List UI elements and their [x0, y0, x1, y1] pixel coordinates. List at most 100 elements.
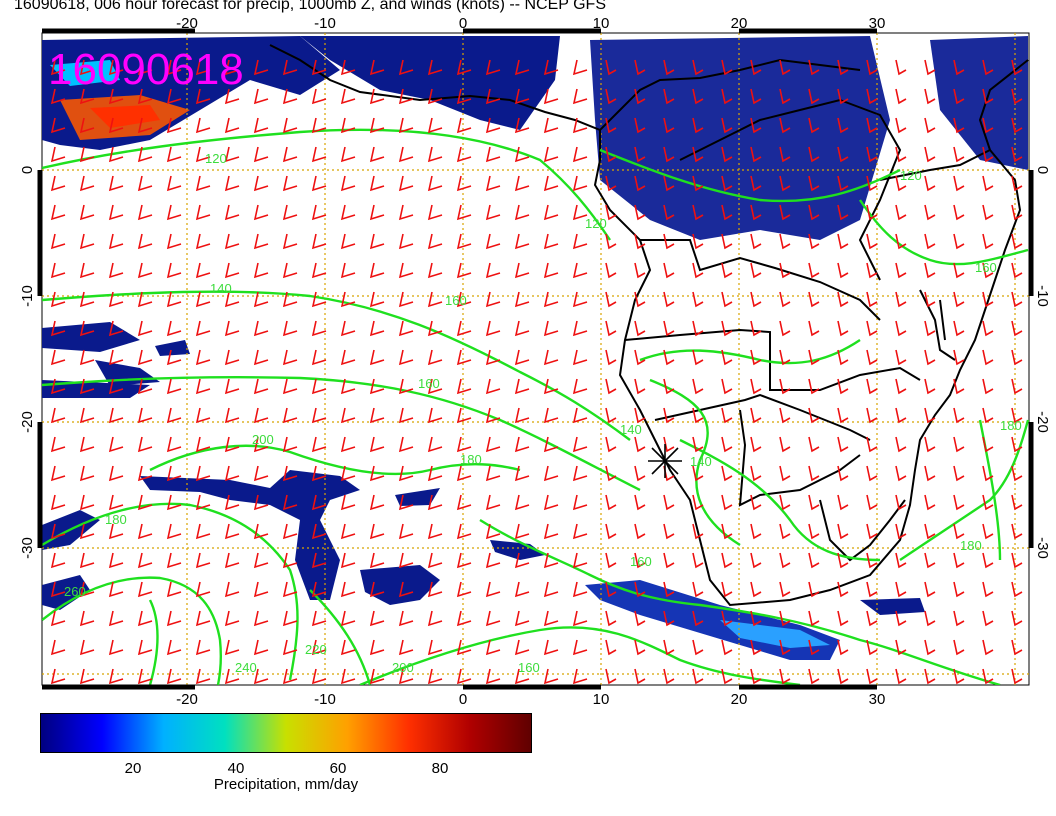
wind-barb	[427, 175, 443, 192]
wind-barb	[866, 88, 878, 105]
wind-barb	[427, 117, 443, 134]
wind-barb	[837, 117, 849, 134]
wind-barb	[605, 146, 617, 163]
wind-barb	[572, 320, 588, 337]
wind-barb	[808, 175, 820, 192]
wind-barb	[79, 175, 95, 192]
wind-barb	[195, 407, 211, 424]
wind-barb	[634, 465, 646, 482]
wind-barb	[1011, 204, 1023, 221]
wind-barb	[634, 668, 646, 685]
wind-barb	[50, 668, 66, 685]
wind-barb	[895, 262, 907, 279]
wind-barb	[253, 465, 269, 482]
wind-barb	[866, 494, 878, 511]
wind-barb	[543, 494, 559, 511]
contour-label: 240	[235, 660, 257, 675]
wind-barb	[398, 407, 414, 424]
colorbar-gradient	[40, 713, 532, 753]
wind-barb	[253, 552, 269, 569]
wind-barb	[340, 436, 356, 453]
wind-barb	[750, 436, 762, 453]
wind-barb	[572, 610, 588, 627]
wind-barb	[456, 523, 472, 540]
wind-barb	[572, 117, 588, 134]
contour-label: 180	[960, 538, 982, 553]
wind-barb	[924, 204, 936, 221]
wind-barb	[895, 436, 907, 453]
wind-barb	[108, 204, 124, 221]
wind-barb	[514, 175, 530, 192]
wind-barb	[224, 668, 240, 685]
wind-barb	[924, 465, 936, 482]
wind-barb	[253, 88, 269, 105]
wind-barb	[514, 146, 530, 163]
wind-barb	[137, 291, 153, 308]
wind-barb	[456, 233, 472, 250]
wind-barb	[895, 291, 907, 308]
wind-barb	[750, 175, 762, 192]
wind-barb	[692, 59, 704, 76]
wind-barb	[195, 233, 211, 250]
wind-barb	[195, 59, 211, 76]
wind-barb	[924, 349, 936, 366]
wind-barb	[953, 639, 965, 656]
wind-barb	[953, 204, 965, 221]
wind-barb	[456, 668, 472, 685]
wind-barb	[514, 581, 530, 598]
wind-barb	[427, 494, 443, 511]
wind-barb	[953, 581, 965, 598]
lat-tick-left: 0	[19, 166, 36, 174]
wind-barb	[982, 320, 994, 337]
wind-barb	[982, 117, 994, 134]
wind-barb	[953, 146, 965, 163]
wind-barb	[137, 117, 153, 134]
wind-barb	[50, 639, 66, 656]
wind-barb	[340, 465, 356, 482]
wind-barb	[137, 436, 153, 453]
wind-barb	[982, 552, 994, 569]
wind-barb	[427, 639, 443, 656]
wind-barb	[634, 610, 646, 627]
wind-barb	[808, 523, 820, 540]
wind-barb	[692, 233, 704, 250]
wind-barb	[456, 465, 472, 482]
wind-barb	[1011, 349, 1023, 366]
lon-ticks-bottom: -20 -10 0 10 20 30	[176, 691, 885, 708]
wind-barb	[166, 465, 182, 482]
wind-barb	[340, 262, 356, 279]
wind-barb	[398, 204, 414, 221]
wind-barb	[369, 291, 385, 308]
wind-barb	[340, 88, 356, 105]
wind-barb	[108, 233, 124, 250]
wind-barb	[721, 494, 733, 511]
wind-barb	[1011, 291, 1023, 308]
wind-barb	[137, 523, 153, 540]
wind-barb	[634, 175, 646, 192]
wind-barb	[543, 349, 559, 366]
wind-barb	[866, 581, 878, 598]
wind-barb	[924, 436, 936, 453]
wind-barb	[692, 610, 704, 627]
wind-barb	[369, 88, 385, 105]
wind-barb	[866, 465, 878, 482]
wind-barb	[137, 494, 153, 511]
wind-barb	[195, 523, 211, 540]
lon-tick-top: 20	[731, 15, 748, 32]
wind-barb	[166, 523, 182, 540]
wind-barb	[50, 117, 66, 134]
wind-barb	[340, 494, 356, 511]
wind-barb	[485, 146, 501, 163]
wind-barb	[514, 465, 530, 482]
wind-barb	[514, 59, 530, 76]
wind-barb	[634, 117, 646, 134]
wind-barb	[253, 378, 269, 395]
wind-barb	[779, 175, 791, 192]
wind-barb	[108, 349, 124, 366]
wind-barb	[137, 581, 153, 598]
wind-barb	[837, 175, 849, 192]
wind-barb	[311, 378, 327, 395]
wind-barb	[485, 378, 501, 395]
wind-barb	[108, 552, 124, 569]
wind-barb	[721, 523, 733, 540]
